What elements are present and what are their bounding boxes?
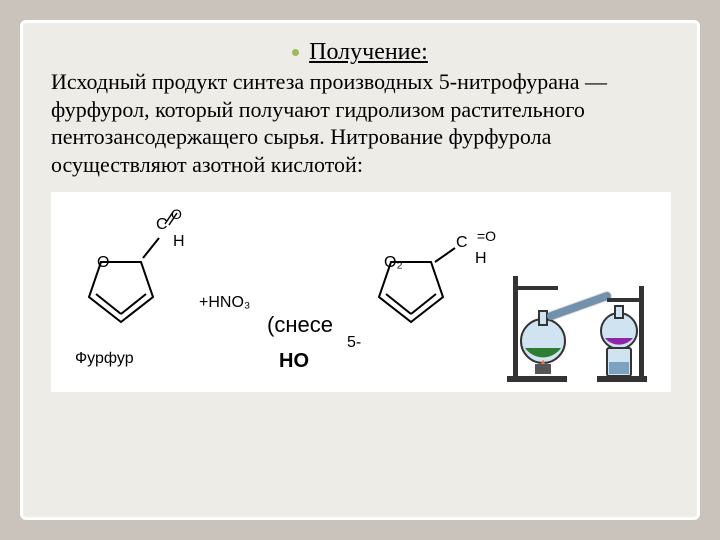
ho-label: HO bbox=[279, 350, 309, 373]
cho-right-o: =O bbox=[477, 228, 496, 244]
cho-left-o: O bbox=[171, 206, 182, 222]
title-row: Получение: bbox=[51, 39, 669, 66]
furfur-label: Фурфур bbox=[75, 350, 134, 368]
cho-right-h: H bbox=[475, 250, 487, 268]
lab-apparatus-icon bbox=[497, 256, 657, 386]
cho-right-c: C bbox=[456, 234, 468, 252]
chece-label: (снесе bbox=[267, 312, 333, 338]
five-label: 5- bbox=[347, 334, 361, 352]
cho-left-h: H bbox=[173, 233, 185, 251]
body-paragraph: Исходный продукт синтеза производных 5-н… bbox=[51, 68, 669, 178]
slide-title: Получение: bbox=[309, 39, 428, 65]
chemistry-diagram: O C O H Фурфур +HNO₃ (снесе HO 5- O₂ C =… bbox=[51, 192, 671, 392]
bullet-icon bbox=[292, 49, 299, 56]
o2-right-label: O₂ bbox=[384, 254, 403, 272]
slide: Получение: Исходный продукт синтеза прои… bbox=[20, 20, 700, 520]
bond-left-icon bbox=[139, 232, 169, 262]
plus-hno3-label: +HNO₃ bbox=[199, 294, 250, 312]
cho-left-c: C bbox=[156, 216, 168, 234]
o-left-label: O bbox=[97, 254, 109, 272]
